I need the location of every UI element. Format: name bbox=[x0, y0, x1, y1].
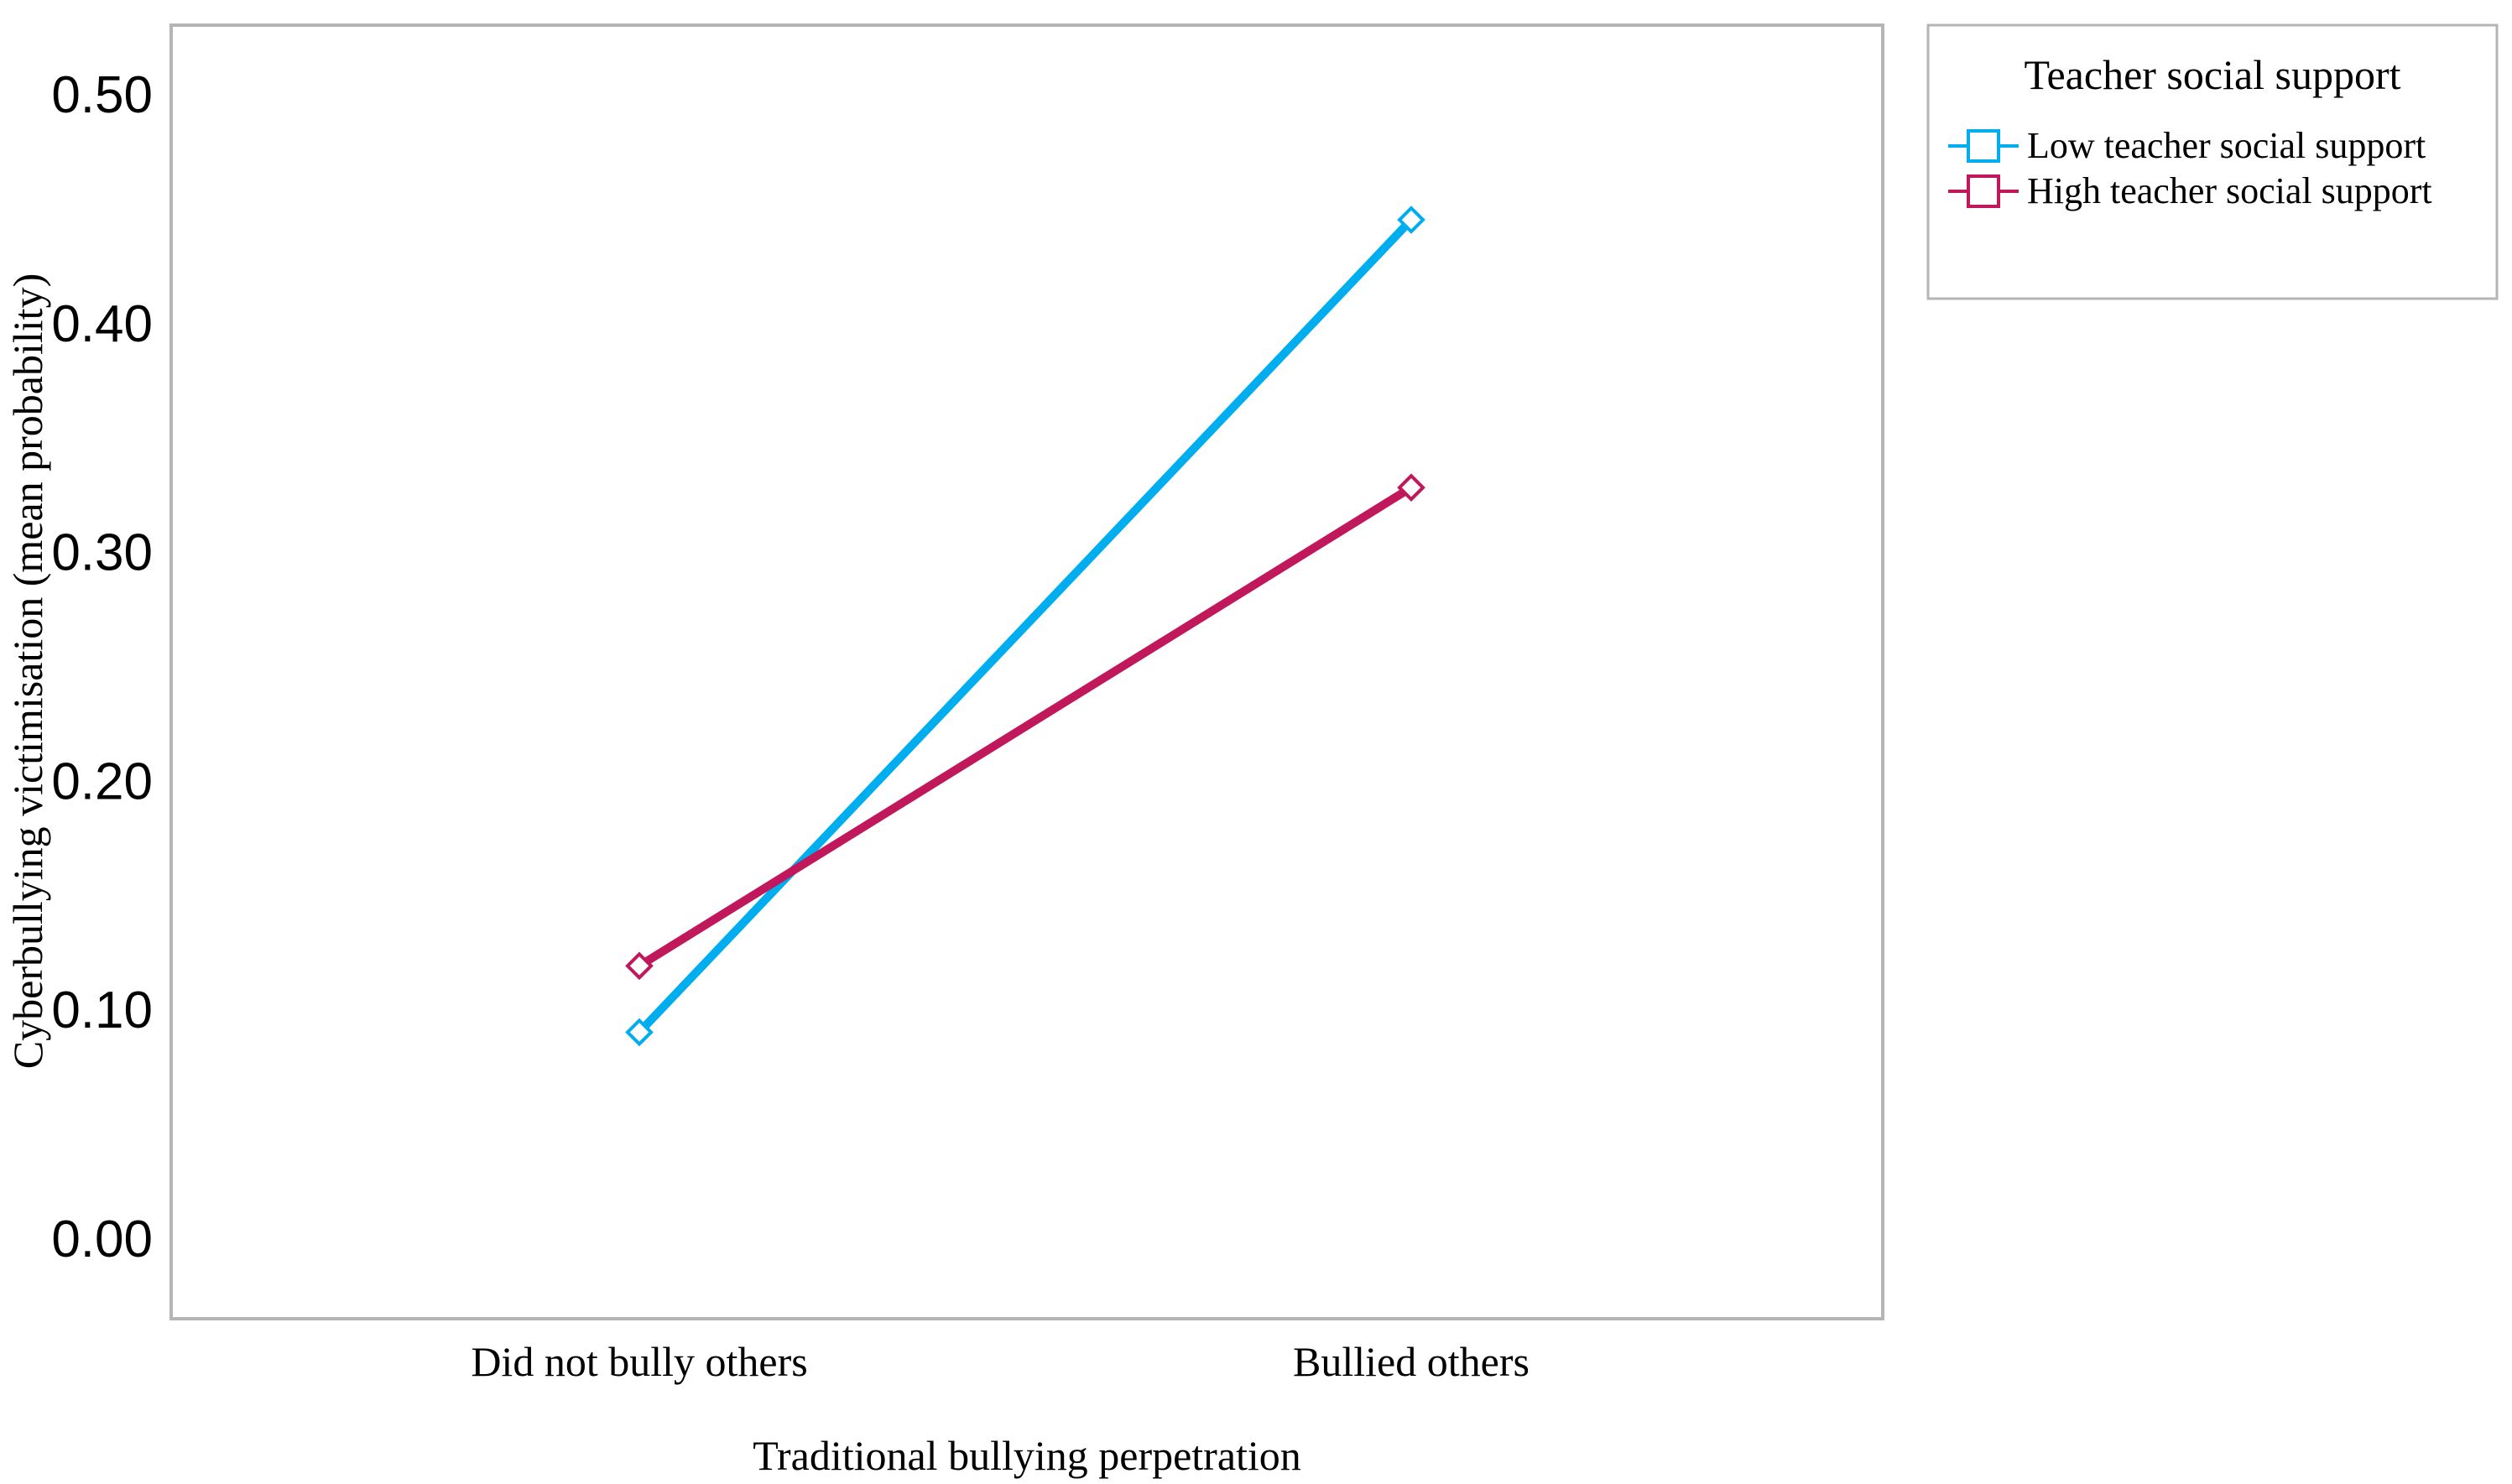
series-layer bbox=[625, 206, 1425, 1047]
y-tick-label: 0.20 bbox=[51, 752, 153, 810]
legend-swatch-marker bbox=[1967, 129, 2000, 163]
data-point-marker bbox=[625, 951, 654, 981]
y-axis-title: Cyberbullying victimisation (mean probab… bbox=[4, 273, 51, 1069]
data-point-marker bbox=[625, 1018, 654, 1047]
plot-frame bbox=[169, 23, 1884, 1320]
x-axis-title: Traditional bullying perpetration bbox=[753, 1432, 1301, 1479]
legend-title: Teacher social support bbox=[2024, 51, 2400, 98]
x-tick-label-1: Bullied others bbox=[1293, 1338, 1530, 1385]
x-tick-label-0: Did not bully others bbox=[471, 1338, 807, 1385]
y-tick-label: 0.40 bbox=[51, 295, 153, 353]
y-tick-label: 0.10 bbox=[51, 982, 153, 1039]
series-line bbox=[635, 216, 1415, 1037]
legend-box bbox=[1926, 23, 2499, 300]
legend-label: High teacher social support bbox=[2027, 170, 2432, 211]
series-line bbox=[635, 483, 1415, 971]
y-tick-label: 0.00 bbox=[51, 1211, 153, 1268]
legend: Teacher social support Low teacher socia… bbox=[1926, 23, 2499, 300]
legend-label: Low teacher social support bbox=[2027, 125, 2426, 166]
y-axis-ticks: 0.00 0.10 0.20 0.30 0.40 0.50 bbox=[51, 66, 153, 1268]
data-point-marker bbox=[1397, 473, 1425, 502]
y-tick-label: 0.50 bbox=[51, 66, 153, 124]
legend-swatch-marker bbox=[1967, 174, 2000, 208]
data-point-marker bbox=[1397, 206, 1425, 234]
y-tick-label: 0.30 bbox=[51, 524, 153, 582]
